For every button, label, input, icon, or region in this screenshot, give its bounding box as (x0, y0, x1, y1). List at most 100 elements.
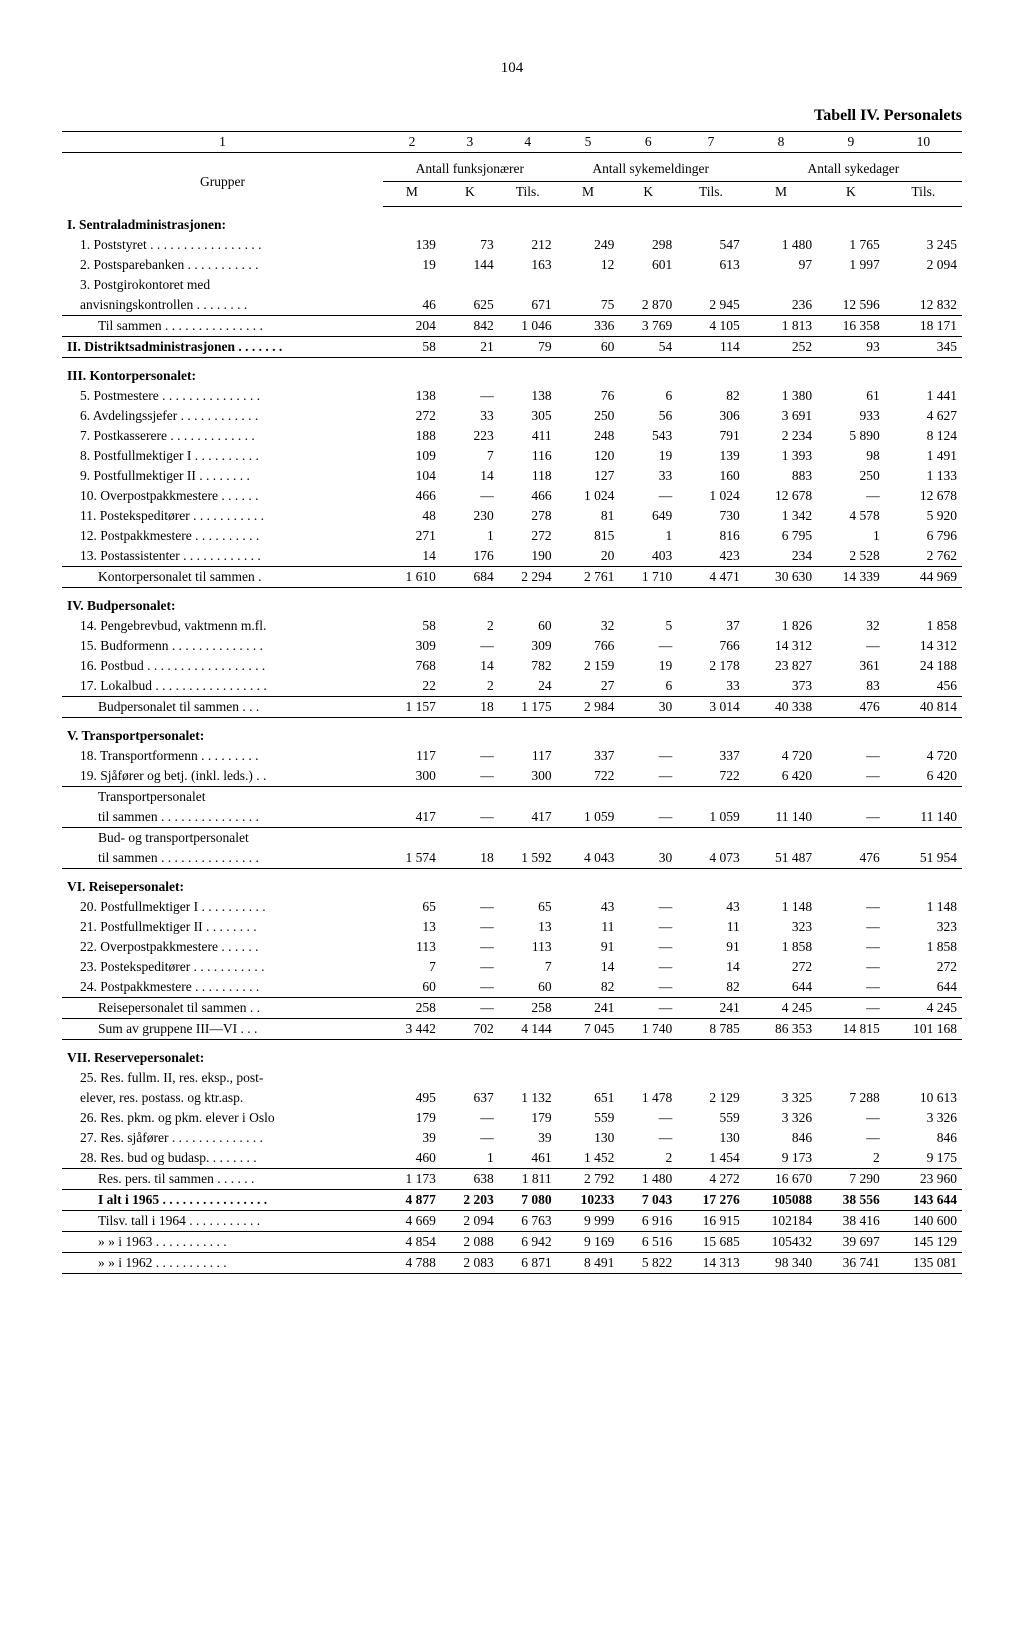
r17-v3: 2 159 (557, 656, 620, 676)
r37-v4: 6 916 (619, 1210, 677, 1231)
r33-v6: 846 (745, 1128, 817, 1148)
r3b-v8: 12 832 (885, 295, 962, 316)
r21-v3: 722 (557, 766, 620, 787)
r23b-v0: 1 574 (383, 848, 441, 869)
r21-label: 19. Sjåfører og betj. (inkl. leds.) . . (62, 766, 383, 787)
r24-v3: 43 (557, 897, 620, 917)
r25-v8: 323 (885, 917, 962, 937)
r9-v1: 14 (441, 466, 499, 486)
gh-1: Antall funksjonærer (383, 153, 557, 182)
r35-v2: 1 811 (499, 1168, 557, 1189)
r32-label: 26. Res. pkm. og pkm. elever i Oslo (62, 1108, 383, 1128)
r14-v0: 1 610 (383, 566, 441, 587)
r33-v4: — (619, 1128, 677, 1148)
r17-v0: 768 (383, 656, 441, 676)
r30-v4: 1 740 (619, 1018, 677, 1039)
r7-v1: 223 (441, 426, 499, 446)
r11-v1: 230 (441, 506, 499, 526)
r13-v3: 20 (557, 546, 620, 567)
r16-v7: — (817, 636, 885, 656)
r8-v3: 120 (557, 446, 620, 466)
r8-label: 8. Postfullmektiger I . . . . . . . . . … (62, 446, 383, 466)
r24-v4: — (619, 897, 677, 917)
r14-v4: 1 710 (619, 566, 677, 587)
r34-v1: 1 (441, 1148, 499, 1169)
coln-8: 8 (745, 132, 817, 153)
r8: 8. Postfullmektiger I . . . . . . . . . … (62, 446, 962, 466)
r37-v8: 140 600 (885, 1210, 962, 1231)
r6-v0: 272 (383, 406, 441, 426)
r28: 24. Postpakkmestere . . . . . . . . . .6… (62, 977, 962, 998)
r38-v6: 105432 (745, 1231, 817, 1252)
r12: 12. Postpakkmestere . . . . . . . . . .2… (62, 526, 962, 546)
r35-v6: 16 670 (745, 1168, 817, 1189)
r8-v5: 139 (677, 446, 745, 466)
r18-v7: 83 (817, 676, 885, 697)
r35-label: Res. pers. til sammen . . . . . . (62, 1168, 383, 1189)
r20-v8: 4 720 (885, 746, 962, 766)
r19-label: Budpersonalet til sammen . . . (62, 696, 383, 717)
r15-v0: 58 (383, 616, 441, 636)
r11-v0: 48 (383, 506, 441, 526)
r21: 19. Sjåfører og betj. (inkl. leds.) . .3… (62, 766, 962, 787)
r31b-v2: 1 132 (499, 1088, 557, 1108)
r28-v3: 82 (557, 977, 620, 998)
r1-v3: 249 (557, 235, 620, 255)
sh-2: K (441, 182, 499, 207)
sh-8: K (817, 182, 885, 207)
r10-v7: — (817, 486, 885, 506)
coln-9: 9 (817, 132, 885, 153)
r29-v7: — (817, 997, 885, 1018)
r30-v8: 101 168 (885, 1018, 962, 1039)
sec2-label: II. Distriktsadministrasjonen . . . . . … (62, 336, 383, 357)
gh-3: Antall sykedager (745, 153, 962, 182)
r24-v7: — (817, 897, 885, 917)
r26-v7: — (817, 937, 885, 957)
r5-v1: — (441, 386, 499, 406)
r26-v1: — (441, 937, 499, 957)
r14-v3: 2 761 (557, 566, 620, 587)
r5-v0: 138 (383, 386, 441, 406)
r30-v3: 7 045 (557, 1018, 620, 1039)
r36-v6: 105088 (745, 1189, 817, 1210)
r23b-v7: 476 (817, 848, 885, 869)
r23a: Bud- og transportpersonalet (62, 827, 962, 848)
r3b-v3: 75 (557, 295, 620, 316)
r2-v7: 1 997 (817, 255, 885, 275)
r23b-v1: 18 (441, 848, 499, 869)
r3b-v7: 12 596 (817, 295, 885, 316)
r17: 16. Postbud . . . . . . . . . . . . . . … (62, 656, 962, 676)
r36-v5: 17 276 (677, 1189, 745, 1210)
r36-v2: 7 080 (499, 1189, 557, 1210)
r38-v4: 6 516 (619, 1231, 677, 1252)
r23b-v3: 4 043 (557, 848, 620, 869)
r29-v2: 258 (499, 997, 557, 1018)
r25-v6: 323 (745, 917, 817, 937)
r16-v4: — (619, 636, 677, 656)
r16-v1: — (441, 636, 499, 656)
r26-v0: 113 (383, 937, 441, 957)
r22b-v0: 417 (383, 807, 441, 828)
r12-v0: 271 (383, 526, 441, 546)
r25-v0: 13 (383, 917, 441, 937)
r13-v0: 14 (383, 546, 441, 567)
r35-v8: 23 960 (885, 1168, 962, 1189)
r3a-label: 3. Postgirokontoret med (62, 275, 383, 295)
r12-label: 12. Postpakkmestere . . . . . . . . . . (62, 526, 383, 546)
r28-v7: — (817, 977, 885, 998)
r19-v6: 40 338 (745, 696, 817, 717)
r31b-v3: 651 (557, 1088, 620, 1108)
r39-v0: 4 788 (383, 1252, 441, 1273)
r26-v8: 1 858 (885, 937, 962, 957)
r39-v7: 36 741 (817, 1252, 885, 1273)
r4-v0: 204 (383, 315, 441, 336)
r22b-label: til sammen . . . . . . . . . . . . . . . (62, 807, 383, 828)
r12-v4: 1 (619, 526, 677, 546)
r6-v4: 56 (619, 406, 677, 426)
r18-v4: 6 (619, 676, 677, 697)
r38: » » i 1963 . . . . . . . . . . .4 8542 0… (62, 1231, 962, 1252)
r38-v2: 6 942 (499, 1231, 557, 1252)
s2-v8: 345 (885, 336, 962, 357)
s2-v5: 114 (677, 336, 745, 357)
r21-v6: 6 420 (745, 766, 817, 787)
